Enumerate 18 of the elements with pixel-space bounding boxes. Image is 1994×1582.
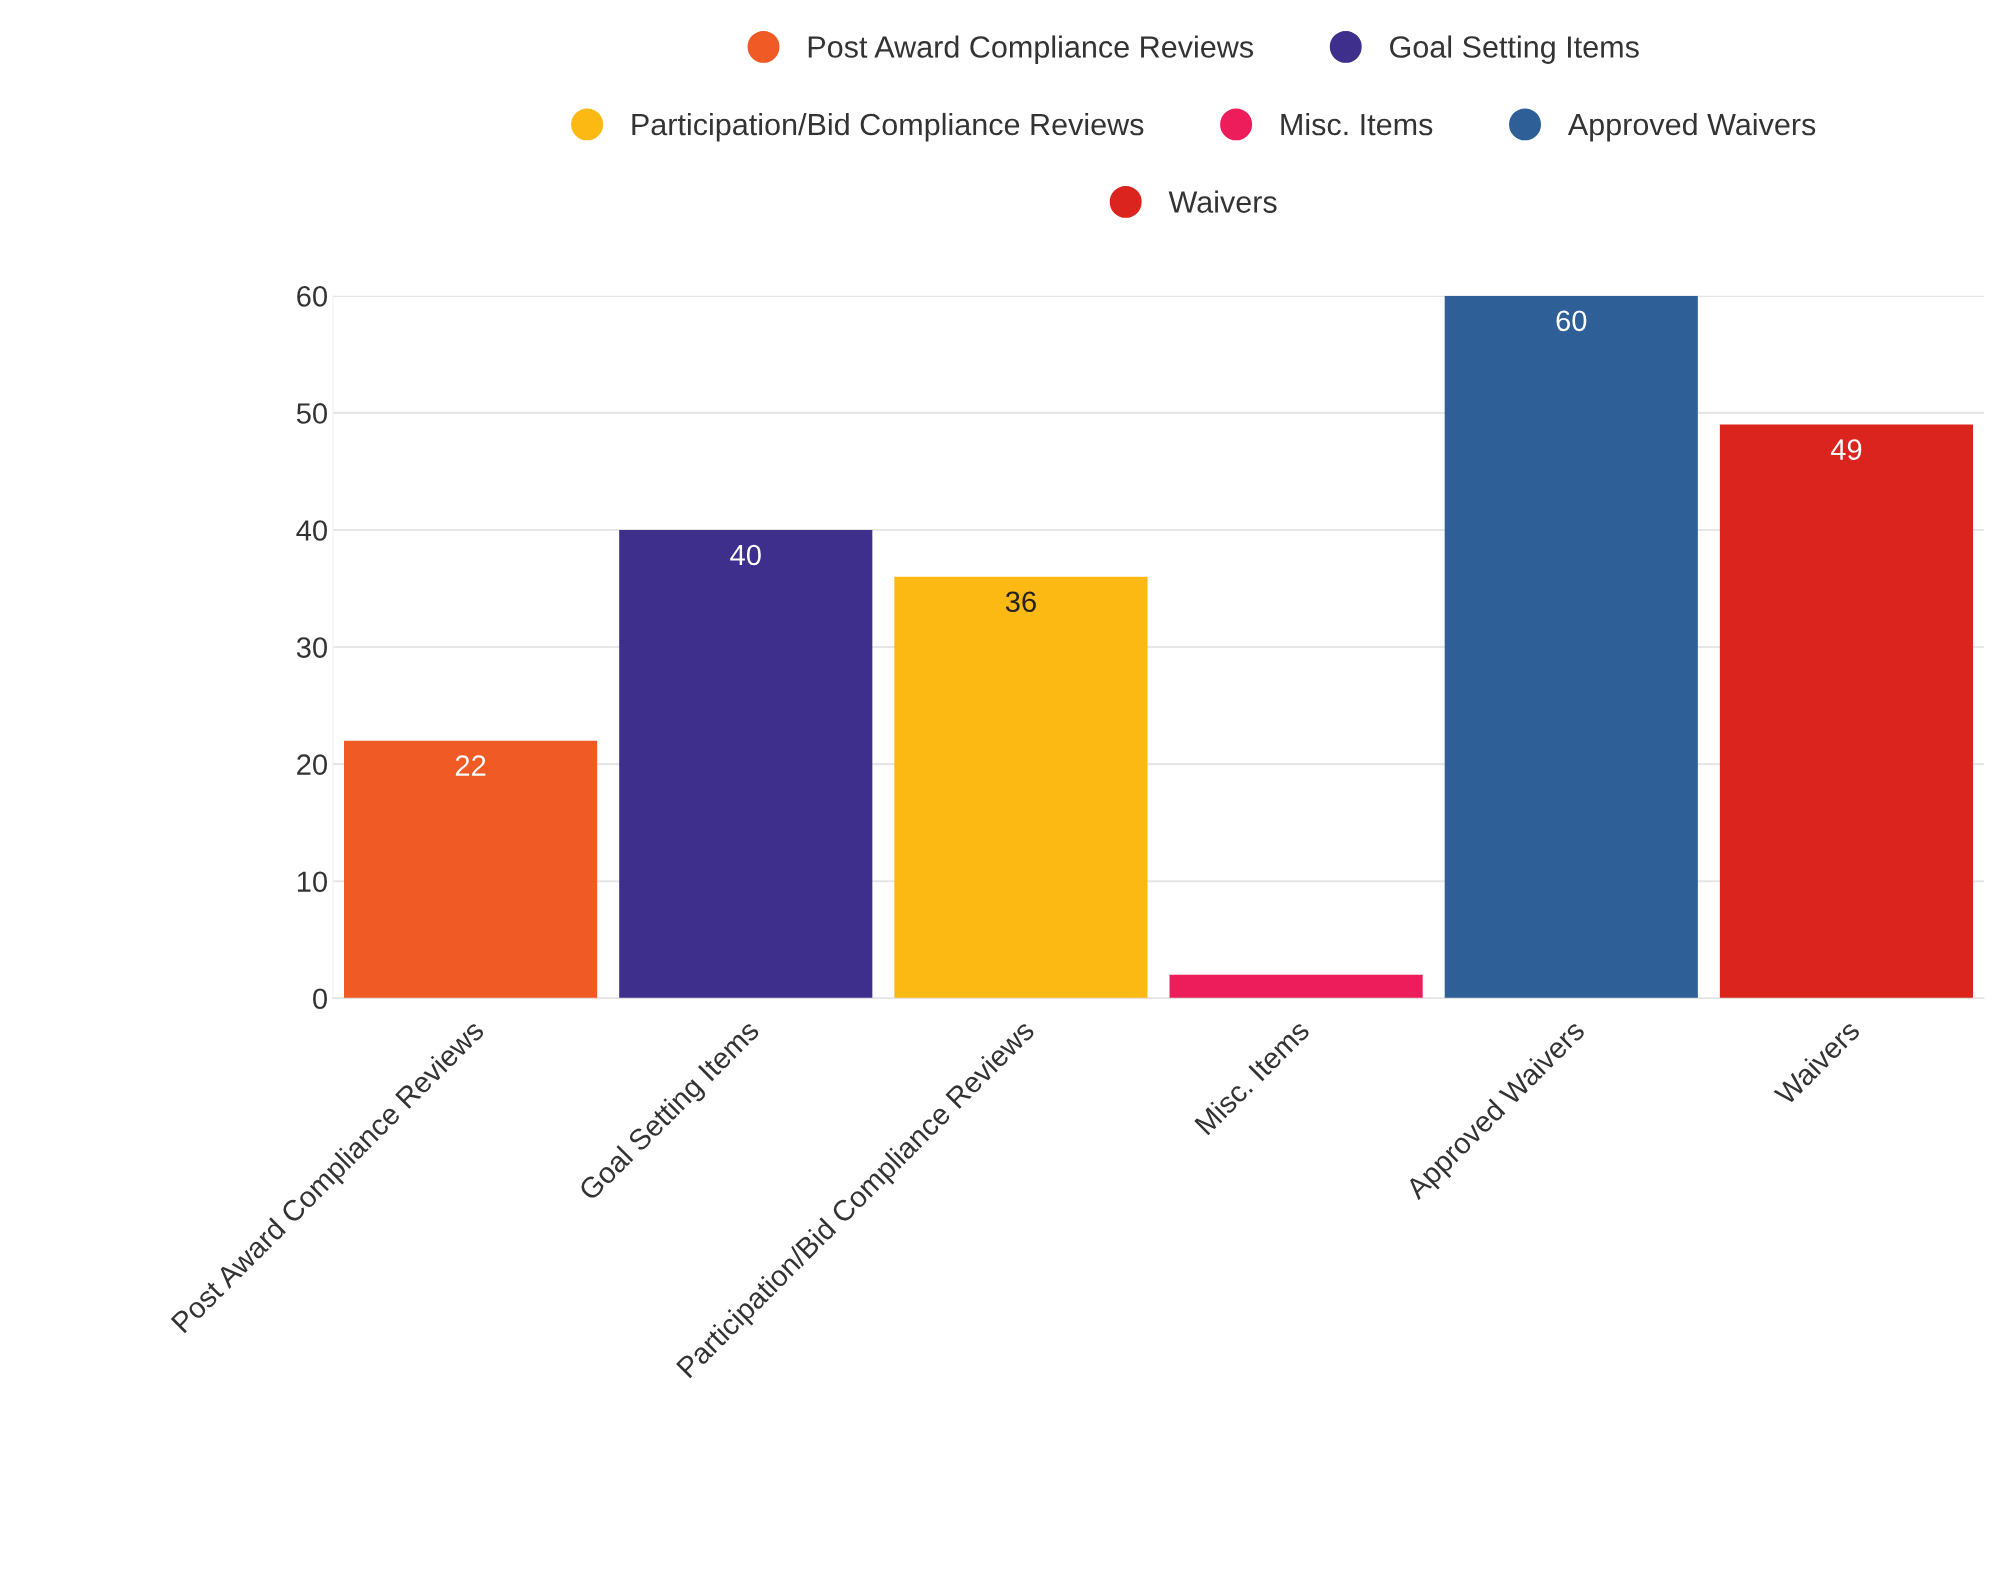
legend-label: Post Award Compliance Reviews [808,35,1254,64]
y-tick-label: 20 [297,754,327,775]
y-tick-label: 10 [297,871,327,893]
y-tick-label: 0 [313,988,327,1010]
legend-label: Waivers [1168,190,1277,213]
data-label: 60 [1556,310,1587,332]
data-label: 49 [1830,439,1862,460]
legend-label: Participation/Bid Compliance Reviews [632,112,1144,142]
data-label: 40 [730,544,761,566]
data-label: 36 [1005,591,1036,613]
y-tick-label: 40 [296,520,327,541]
legend-label: Goal Setting Items [1390,35,1639,64]
y-tick-label: 50 [296,403,327,424]
legend-label: Approved Waivers [1567,112,1816,142]
data-label: 22 [455,755,486,776]
y-tick-label: 30 [296,637,327,658]
y-tick-label: 60 [297,286,327,307]
legend-label: Misc. Items [1281,112,1433,136]
